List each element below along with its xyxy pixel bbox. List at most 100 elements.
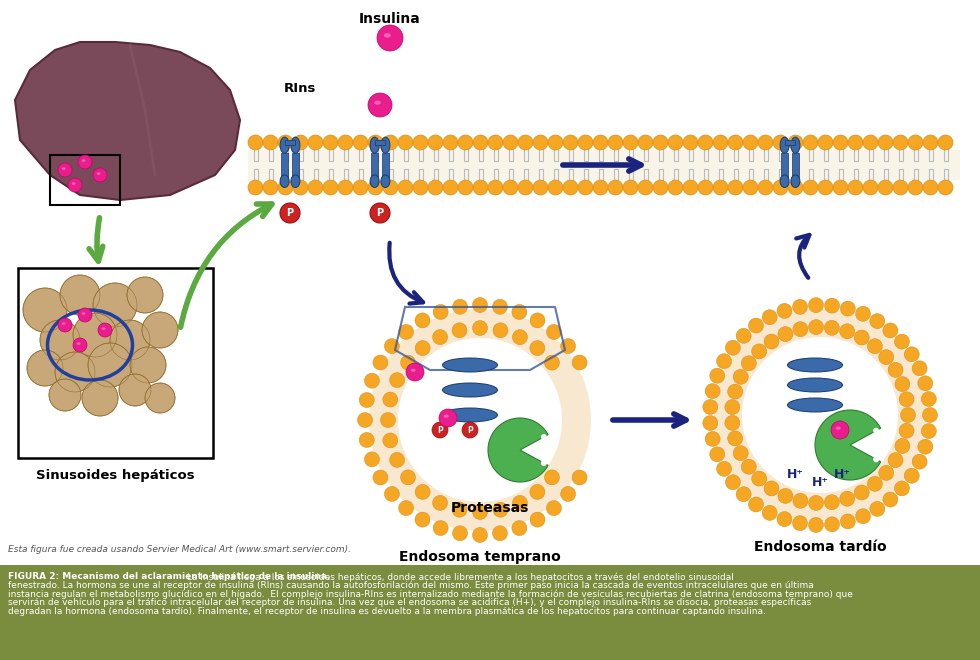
Circle shape (369, 309, 591, 531)
Ellipse shape (384, 33, 391, 38)
Circle shape (360, 393, 374, 407)
Bar (284, 140, 295, 145)
Ellipse shape (72, 182, 75, 185)
Circle shape (876, 445, 883, 451)
Circle shape (848, 180, 863, 195)
Circle shape (127, 277, 163, 313)
Circle shape (741, 459, 757, 475)
Circle shape (530, 341, 545, 356)
Circle shape (383, 135, 398, 150)
Circle shape (912, 361, 927, 376)
Ellipse shape (788, 378, 843, 392)
Circle shape (58, 318, 72, 332)
Circle shape (428, 180, 443, 195)
Circle shape (840, 301, 856, 316)
Circle shape (533, 180, 548, 195)
Ellipse shape (81, 159, 85, 162)
Ellipse shape (291, 137, 300, 153)
Bar (18, 268, 213, 458)
Circle shape (876, 439, 883, 445)
Circle shape (752, 344, 766, 359)
Circle shape (668, 180, 683, 195)
Circle shape (384, 486, 400, 502)
Ellipse shape (280, 175, 289, 187)
Circle shape (762, 506, 777, 520)
Circle shape (473, 135, 488, 150)
Text: servirán de vehículo para el tráfico intracelular del receptor de insulina. Una : servirán de vehículo para el tráfico int… (8, 599, 811, 607)
Circle shape (398, 180, 413, 195)
Circle shape (733, 446, 748, 461)
Circle shape (908, 135, 923, 150)
Circle shape (401, 355, 416, 370)
Circle shape (921, 424, 936, 438)
Circle shape (918, 439, 933, 454)
Circle shape (472, 527, 487, 543)
Bar (382, 153, 389, 177)
Circle shape (716, 461, 732, 477)
Circle shape (543, 455, 549, 461)
Circle shape (879, 465, 894, 480)
Circle shape (777, 304, 792, 318)
Circle shape (545, 355, 560, 370)
Circle shape (824, 517, 840, 532)
Ellipse shape (374, 100, 381, 105)
Circle shape (824, 320, 839, 335)
Circle shape (373, 355, 388, 370)
Circle shape (593, 135, 608, 150)
Ellipse shape (381, 137, 390, 153)
Circle shape (293, 180, 308, 195)
Circle shape (908, 180, 923, 195)
Circle shape (578, 180, 593, 195)
Circle shape (879, 350, 894, 364)
Text: degradan la hormona (endosoma tardío). Finalmente, el receptor de insulina es de: degradan la hormona (endosoma tardío). F… (8, 607, 766, 616)
Circle shape (725, 341, 741, 355)
Circle shape (793, 300, 808, 314)
Circle shape (608, 135, 623, 150)
Ellipse shape (791, 175, 800, 187)
Circle shape (668, 135, 683, 150)
Circle shape (398, 135, 413, 150)
Circle shape (923, 180, 938, 195)
Circle shape (855, 330, 869, 345)
Circle shape (752, 471, 766, 486)
Circle shape (432, 422, 448, 438)
Circle shape (788, 180, 803, 195)
Ellipse shape (836, 426, 841, 430)
Circle shape (453, 299, 467, 314)
Text: instancia regulan el metabolismo glucídico en el hígado.  El complejo insulina-R: instancia regulan el metabolismo glucídi… (8, 589, 853, 599)
Circle shape (452, 323, 467, 338)
Circle shape (432, 496, 448, 510)
Circle shape (548, 135, 563, 150)
Circle shape (563, 135, 578, 150)
Circle shape (358, 412, 372, 428)
Circle shape (493, 323, 508, 338)
Circle shape (488, 135, 503, 150)
Circle shape (370, 203, 390, 223)
Text: P: P (437, 426, 443, 435)
Circle shape (338, 180, 353, 195)
Circle shape (561, 339, 575, 354)
Circle shape (561, 486, 575, 502)
Circle shape (472, 504, 487, 519)
Circle shape (728, 180, 743, 195)
Circle shape (714, 309, 926, 521)
Circle shape (433, 304, 448, 319)
Circle shape (533, 135, 548, 150)
Circle shape (398, 338, 562, 502)
Circle shape (130, 347, 166, 383)
Circle shape (472, 321, 487, 335)
Polygon shape (815, 410, 881, 480)
Circle shape (728, 431, 743, 446)
Circle shape (764, 334, 779, 349)
Circle shape (452, 502, 467, 517)
Circle shape (110, 320, 150, 360)
Circle shape (518, 180, 533, 195)
Circle shape (895, 481, 909, 496)
Circle shape (703, 399, 717, 414)
Circle shape (808, 517, 823, 533)
Circle shape (818, 180, 833, 195)
Circle shape (432, 329, 448, 345)
Circle shape (833, 180, 848, 195)
Ellipse shape (780, 137, 789, 153)
Circle shape (840, 514, 856, 529)
